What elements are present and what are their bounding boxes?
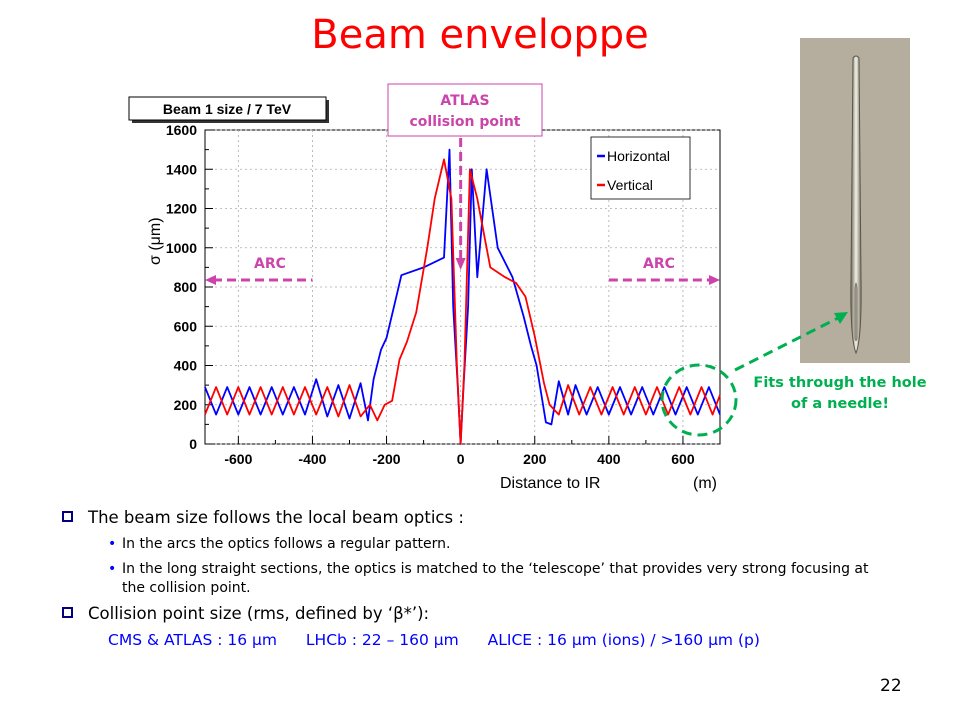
bullet-sub-1: • In the arcs the optics follows a regul… [62, 535, 882, 554]
atlas-label-line-2: collision point [409, 114, 520, 130]
size-alice: ALICE : 16 μm (ions) / >160 μm (p) [487, 631, 760, 649]
y-tick-label: 200 [174, 397, 198, 413]
y-tick-label: 1200 [166, 201, 197, 217]
atlas-arrow-head [455, 258, 466, 270]
y-tick-label: 1000 [166, 240, 197, 256]
y-tick-label: 1600 [166, 122, 197, 138]
bullet-text: Collision point size (rms, defined by ‘β… [88, 604, 430, 623]
dot-bullet-icon: • [108, 536, 117, 552]
square-bullet-icon [62, 607, 73, 618]
x-tick-label: 600 [671, 451, 695, 467]
x-tick-label: -600 [224, 451, 252, 467]
y-tick-label: 1400 [166, 161, 197, 177]
collision-sizes: CMS & ATLAS : 16 μm LHCb : 22 – 160 μm A… [62, 631, 882, 649]
size-cms-atlas: CMS & ATLAS : 16 μm [108, 631, 277, 649]
y-axis-label: σ (μm) [147, 217, 164, 265]
bullet-sub-text: In the long straight sections, the optic… [122, 561, 869, 596]
arc-left-label: ARC [254, 256, 286, 272]
square-bullet-icon [62, 511, 73, 522]
atlas-label-box [387, 83, 543, 137]
x-tick-label: 200 [523, 451, 547, 467]
arc-left-arrow-head [205, 275, 216, 285]
chart-title: Beam 1 size / 7 TeV [163, 101, 292, 117]
bullet-sub-text: In the arcs the optics follows a regular… [122, 536, 451, 552]
y-tick-label: 0 [189, 436, 197, 452]
x-tick-label: -400 [298, 451, 326, 467]
beam-size-chart: Beam 1 size / 7 TeV 0 200 400 600 800 1000 1200… [128, 83, 721, 492]
page-number: 22 [880, 676, 902, 696]
arc-right-label: ARC [643, 256, 675, 272]
x-tick-label: 0 [457, 451, 465, 467]
x-tick-label: -200 [373, 451, 401, 467]
dot-bullet-icon: • [108, 561, 117, 577]
chart-title-box [128, 96, 327, 121]
atlas-label-line-1: ATLAS [440, 93, 489, 109]
legend-label: Horizontal [607, 148, 670, 164]
needle-caption: Fits through the hole of a needle! [753, 375, 927, 412]
y-tick-label: 600 [174, 318, 198, 334]
slide-title: Beam enveloppe [311, 12, 649, 58]
x-axis-label: Distance to IR [500, 475, 600, 492]
bullet-list: The beam size follows the local beam opt… [62, 508, 882, 649]
y-tick-label: 400 [174, 358, 198, 374]
x-axis-unit: (m) [693, 475, 717, 492]
bullet-main-1: The beam size follows the local beam opt… [62, 508, 882, 527]
arc-right-arrow-head [709, 275, 720, 285]
needle-icon [850, 55, 862, 355]
legend-label: Vertical [607, 177, 653, 193]
bullet-main-2: Collision point size (rms, defined by ‘β… [62, 604, 882, 623]
size-lhcb: LHCb : 22 – 160 μm [305, 631, 459, 649]
bullet-sub-2: • In the long straight sections, the opt… [62, 560, 882, 598]
needle-image [800, 38, 910, 363]
legend-box [590, 136, 691, 200]
x-tick-label: 400 [597, 451, 621, 467]
bullet-text: The beam size follows the local beam opt… [88, 508, 464, 527]
series-line-vertical [204, 158, 721, 445]
y-tick-label: 800 [174, 279, 198, 295]
